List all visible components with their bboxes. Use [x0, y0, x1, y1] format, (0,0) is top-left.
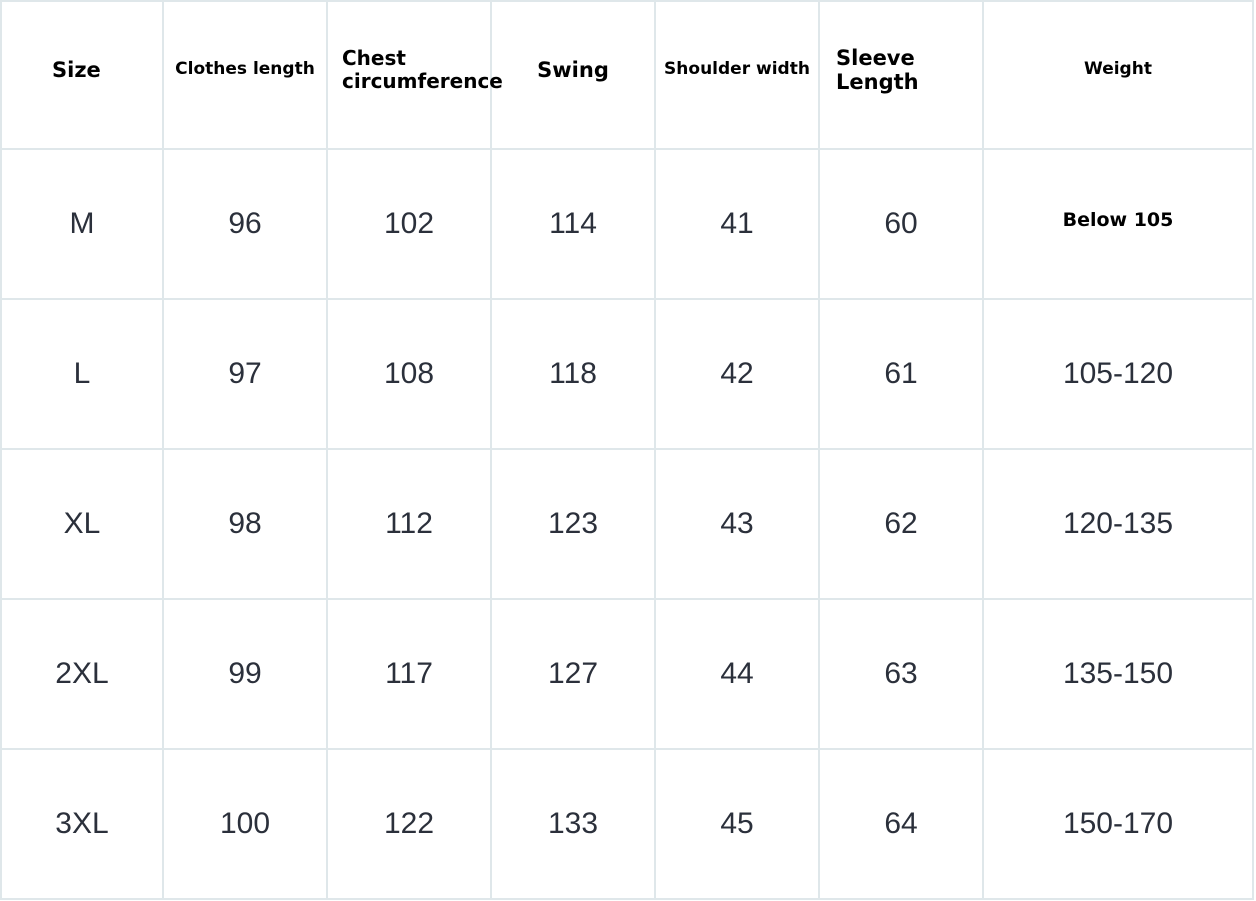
cell-text: Below 105	[1062, 209, 1174, 231]
header-text: Weight	[1084, 59, 1152, 80]
table-cell: 62	[820, 450, 984, 600]
cell-text: 64	[884, 807, 918, 840]
table-cell: 102	[328, 150, 492, 300]
cell-text: 100	[219, 807, 271, 840]
cell-text: 114	[549, 207, 597, 240]
table-cell: 122	[328, 750, 492, 900]
table-cell: 60	[820, 150, 984, 300]
cell-text: 3XL	[55, 807, 109, 840]
table-cell: 123	[492, 450, 656, 600]
cell-text: 112	[385, 507, 433, 540]
table-cell: 100	[164, 750, 328, 900]
cell-text: 135-150	[1062, 657, 1174, 690]
table-cell: 105-120	[984, 300, 1254, 450]
cell-text: 96	[228, 207, 262, 240]
header-text: Chest circumference	[342, 46, 503, 93]
table-cell: 97	[164, 300, 328, 450]
cell-text: 63	[884, 657, 918, 690]
cell-text: 133	[547, 807, 599, 840]
table-cell: 63	[820, 600, 984, 750]
cell-text: 117	[385, 657, 433, 690]
table-cell: XL	[0, 450, 164, 600]
header-cell: Sleeve Length	[820, 0, 984, 150]
table-cell: 112	[328, 450, 492, 600]
table-cell: 2XL	[0, 600, 164, 750]
cell-text: L	[73, 357, 91, 390]
cell-text: 105-120	[1062, 357, 1174, 390]
cell-text: 42	[720, 357, 754, 390]
header-text: Size	[52, 57, 101, 82]
cell-text: 44	[720, 657, 754, 690]
header-text: Sleeve Length	[836, 45, 919, 94]
cell-text: 127	[547, 657, 599, 690]
cell-text: 102	[383, 207, 435, 240]
cell-text: 118	[549, 357, 597, 390]
cell-text: 98	[228, 507, 262, 540]
cell-text: 120-135	[1062, 507, 1174, 540]
cell-text: M	[69, 207, 95, 240]
table-cell: 96	[164, 150, 328, 300]
table-cell: 3XL	[0, 750, 164, 900]
header-cell: Swing	[492, 0, 656, 150]
header-text: Clothes length	[175, 59, 315, 80]
table-cell: Below 105	[984, 150, 1254, 300]
table-cell: 135-150	[984, 600, 1254, 750]
table-cell: 43	[656, 450, 820, 600]
table-cell: 98	[164, 450, 328, 600]
cell-text: 97	[228, 357, 262, 390]
cell-text: 2XL	[55, 657, 109, 690]
header-text: Swing	[537, 57, 609, 82]
cell-text: 60	[884, 207, 918, 240]
table-cell: 61	[820, 300, 984, 450]
table-cell: 41	[656, 150, 820, 300]
header-cell: Clothes length	[164, 0, 328, 150]
cell-text: 108	[383, 357, 435, 390]
cell-text: 62	[884, 507, 918, 540]
table-cell: 150-170	[984, 750, 1254, 900]
table-cell: 42	[656, 300, 820, 450]
table-cell: 44	[656, 600, 820, 750]
header-text: Shoulder width	[664, 59, 810, 80]
cell-text: 43	[720, 507, 754, 540]
cell-text: 45	[720, 807, 754, 840]
cell-text: 99	[228, 657, 262, 690]
header-cell: Shoulder width	[656, 0, 820, 150]
cell-text: 61	[884, 357, 918, 390]
table-cell: 64	[820, 750, 984, 900]
table-cell: M	[0, 150, 164, 300]
cell-text: 150-170	[1062, 807, 1174, 840]
cell-text: 123	[547, 507, 599, 540]
table-cell: L	[0, 300, 164, 450]
header-cell: Size	[0, 0, 164, 150]
table-cell: 117	[328, 600, 492, 750]
table-cell: 120-135	[984, 450, 1254, 600]
table-cell: 45	[656, 750, 820, 900]
header-cell: Chest circumference	[328, 0, 503, 150]
table-cell: 99	[164, 600, 328, 750]
cell-text: XL	[63, 507, 101, 540]
cell-text: 122	[383, 807, 435, 840]
table-cell: 127	[492, 600, 656, 750]
table-cell: 114	[492, 150, 656, 300]
table-cell: 108	[328, 300, 492, 450]
cell-text: 41	[720, 207, 754, 240]
table-cell: 118	[492, 300, 656, 450]
table-cell: 133	[492, 750, 656, 900]
header-cell: Weight	[984, 0, 1254, 150]
